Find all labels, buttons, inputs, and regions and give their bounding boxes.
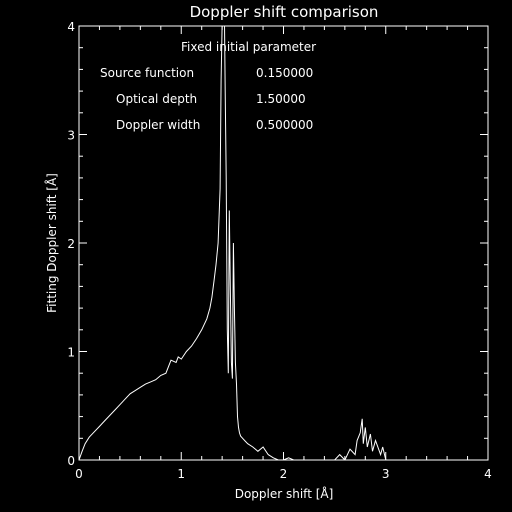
series-line-0 <box>79 26 387 460</box>
annotation-label-source-function: Source function <box>100 66 194 80</box>
chart-title: Doppler shift comparison <box>190 3 379 21</box>
axis-tick-labels: 0 1 2 3 4 0 1 2 3 4 <box>67 20 491 481</box>
x-tick-label: 3 <box>382 467 390 481</box>
y-tick-label: 4 <box>67 20 75 34</box>
x-tick-label: 2 <box>280 467 288 481</box>
y-tick-label: 1 <box>67 346 75 360</box>
annotation-value-optical-depth: 1.50000 <box>256 92 306 106</box>
annotation-value-source-function: 0.150000 <box>256 66 313 80</box>
x-tick-label: 0 <box>75 467 83 481</box>
series-layer <box>79 26 387 460</box>
y-tick-label: 3 <box>67 129 75 143</box>
y-tick-label: 0 <box>67 454 75 468</box>
annotation-box: Fixed initial parameter Source function … <box>100 40 316 132</box>
annotation-value-doppler-width: 0.500000 <box>256 118 313 132</box>
x-axis-label: Doppler shift [Å] <box>235 486 334 501</box>
y-axis-label: Fitting Doppler shift [Å] <box>44 173 59 313</box>
axis-ticks <box>78 25 489 461</box>
annotation-label-optical-depth: Optical depth <box>116 92 197 106</box>
x-tick-label: 4 <box>484 467 492 481</box>
y-tick-label: 2 <box>67 237 75 251</box>
annotation-heading: Fixed initial parameter <box>181 40 316 54</box>
x-tick-label: 1 <box>177 467 185 481</box>
annotation-label-doppler-width: Doppler width <box>116 118 200 132</box>
